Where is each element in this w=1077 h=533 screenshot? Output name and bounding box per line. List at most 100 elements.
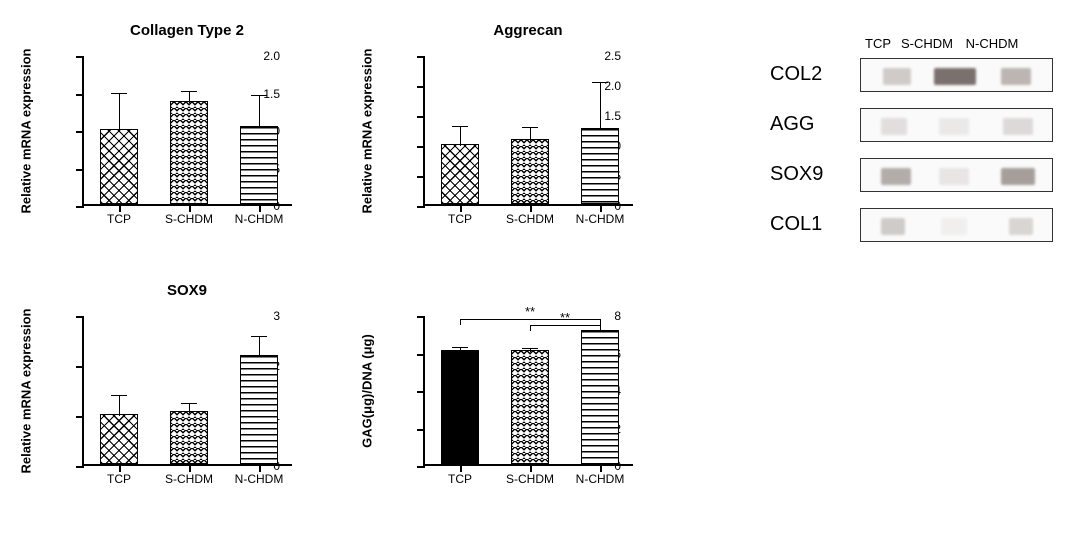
x-tick bbox=[259, 464, 261, 472]
bar bbox=[511, 350, 550, 464]
figure-root: Collagen Type 2 00.51.01.52.0TCPS-CHDMN-C… bbox=[0, 0, 1077, 533]
y-tick bbox=[417, 429, 425, 431]
blot-band bbox=[1003, 118, 1033, 135]
plot-area: 00.51.01.52.0TCPS-CHDMN-CHDM bbox=[82, 56, 292, 206]
significance-bracket bbox=[530, 325, 600, 326]
western-blot-panel: TCPS-CHDMN-CHDMCOL2AGGSOX9COL1 bbox=[770, 36, 1070, 296]
error-bar bbox=[530, 127, 531, 141]
y-tick-label: 1.5 bbox=[604, 109, 621, 123]
blot-column-label: N-CHDM bbox=[966, 36, 1019, 51]
chart-title: Collagen Type 2 bbox=[82, 22, 292, 39]
x-tick bbox=[460, 204, 462, 212]
y-tick-label: 2.0 bbox=[263, 49, 280, 63]
chart-col2: Collagen Type 2 00.51.01.52.0TCPS-CHDMN-C… bbox=[14, 18, 324, 248]
error-cap bbox=[522, 127, 538, 128]
chart-agg: Aggrecan 00.51.01.52.02.5TCPS-CHDMN-CHDM R… bbox=[355, 18, 665, 248]
significance-bracket bbox=[460, 319, 600, 320]
error-cap bbox=[522, 348, 538, 349]
x-tick-label: S-CHDM bbox=[165, 472, 213, 486]
bar bbox=[100, 414, 139, 464]
y-tick bbox=[417, 146, 425, 148]
y-tick bbox=[417, 206, 425, 208]
x-tick bbox=[530, 464, 532, 472]
y-tick bbox=[417, 391, 425, 393]
error-cap bbox=[452, 126, 468, 127]
blot-row-label: COL1 bbox=[770, 213, 822, 236]
error-cap bbox=[592, 82, 608, 83]
bar bbox=[170, 101, 209, 205]
bar bbox=[240, 355, 279, 464]
blot-lane-box bbox=[860, 158, 1053, 192]
y-tick-label: 2.5 bbox=[604, 49, 621, 63]
significance-label: ** bbox=[525, 304, 535, 319]
y-tick bbox=[76, 94, 84, 96]
y-tick bbox=[417, 176, 425, 178]
error-bar bbox=[460, 126, 461, 146]
bar bbox=[511, 139, 550, 204]
y-tick bbox=[76, 131, 84, 133]
blot-band bbox=[941, 218, 967, 235]
chart-title: Aggrecan bbox=[423, 22, 633, 39]
blot-band bbox=[939, 168, 969, 185]
blot-band bbox=[881, 118, 907, 135]
chart-title: SOX9 bbox=[82, 282, 292, 299]
blot-column-label: S-CHDM bbox=[901, 36, 953, 51]
blot-band bbox=[1001, 168, 1035, 185]
x-tick-label: N-CHDM bbox=[235, 472, 284, 486]
bar bbox=[100, 129, 139, 204]
error-cap bbox=[111, 395, 127, 396]
y-tick bbox=[417, 354, 425, 356]
blot-lane-box bbox=[860, 58, 1053, 92]
x-tick bbox=[189, 464, 191, 472]
y-tick-label: 8 bbox=[614, 309, 621, 323]
y-tick bbox=[417, 466, 425, 468]
y-axis-label: Relative mRNA expression bbox=[360, 49, 375, 214]
y-axis-label: Relative mRNA expression bbox=[19, 309, 34, 474]
bar bbox=[581, 330, 620, 464]
blot-band bbox=[881, 218, 905, 235]
significance-drop bbox=[460, 319, 461, 325]
x-tick bbox=[600, 204, 602, 212]
x-tick-label: S-CHDM bbox=[506, 472, 554, 486]
x-tick bbox=[259, 204, 261, 212]
y-tick bbox=[76, 466, 84, 468]
error-bar bbox=[189, 403, 190, 413]
blot-column-label: TCP bbox=[865, 36, 891, 51]
error-cap bbox=[251, 95, 267, 96]
y-axis-label: Relative mRNA expression bbox=[19, 49, 34, 214]
error-cap bbox=[111, 93, 127, 94]
chart-sox9: SOX9 0123TCPS-CHDMN-CHDM Relative mRNA exp… bbox=[14, 278, 324, 508]
error-cap bbox=[181, 403, 197, 404]
y-tick bbox=[76, 316, 84, 318]
x-tick-label: S-CHDM bbox=[506, 212, 554, 226]
significance-drop bbox=[530, 325, 531, 331]
y-tick bbox=[76, 416, 84, 418]
y-tick-label: 3 bbox=[273, 309, 280, 323]
x-tick bbox=[600, 464, 602, 472]
error-bar bbox=[259, 95, 260, 128]
error-bar bbox=[189, 91, 190, 102]
significance-drop bbox=[600, 319, 601, 325]
x-tick-label: N-CHDM bbox=[576, 472, 625, 486]
y-tick bbox=[76, 366, 84, 368]
bar bbox=[441, 144, 480, 204]
blot-row-label: COL2 bbox=[770, 63, 822, 86]
blot-band bbox=[1009, 218, 1033, 235]
error-cap bbox=[452, 347, 468, 348]
error-bar bbox=[259, 336, 260, 358]
plot-area: 0123TCPS-CHDMN-CHDM bbox=[82, 316, 292, 466]
bar bbox=[441, 350, 480, 464]
bar bbox=[170, 411, 209, 465]
blot-lane-box bbox=[860, 108, 1053, 142]
y-tick bbox=[417, 316, 425, 318]
y-tick bbox=[417, 116, 425, 118]
x-tick-label: TCP bbox=[448, 212, 472, 226]
blot-row-label: SOX9 bbox=[770, 163, 823, 186]
error-bar bbox=[119, 93, 120, 131]
blot-band bbox=[934, 68, 976, 85]
blot-band bbox=[881, 168, 911, 185]
blot-band bbox=[883, 68, 911, 85]
y-tick bbox=[417, 56, 425, 58]
plot-area: 00.51.01.52.02.5TCPS-CHDMN-CHDM bbox=[423, 56, 633, 206]
blot-band bbox=[1001, 68, 1031, 85]
